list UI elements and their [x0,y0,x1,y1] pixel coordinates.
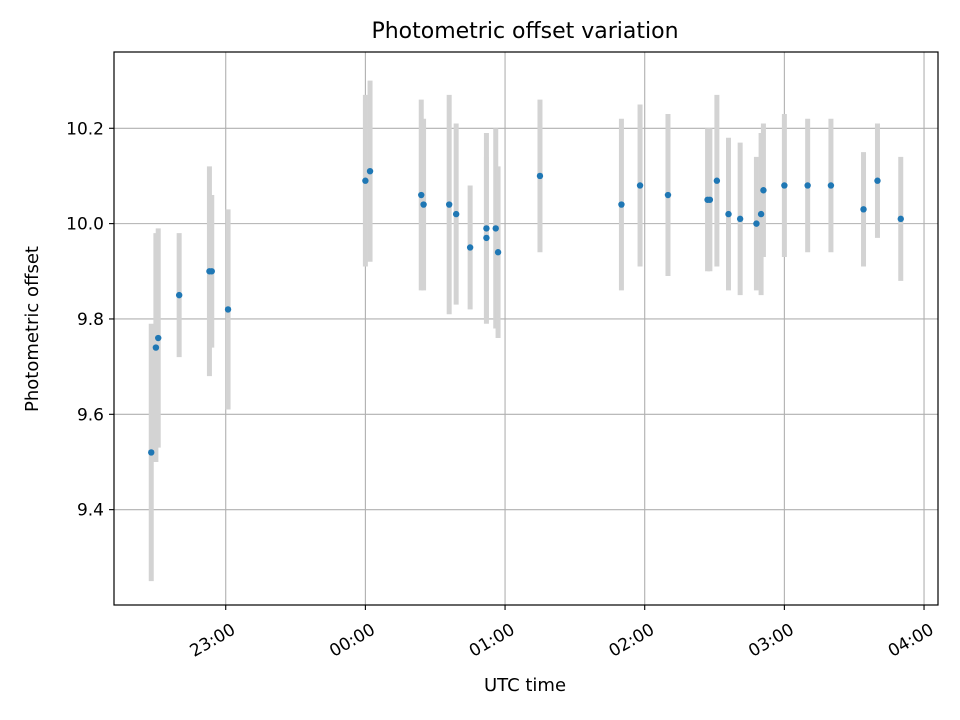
chart-title: Photometric offset variation [371,19,678,44]
data-point [445,201,453,208]
data-point [636,182,644,189]
x-axis-label: UTC time [484,675,566,696]
data-point [362,177,369,184]
data-point [224,306,232,313]
y-axis-label: Photometric offset [22,246,43,412]
data-point [492,225,499,232]
data-point [827,182,835,189]
data-point [804,182,811,189]
data-point [874,177,881,184]
data-point [452,210,460,218]
data-point [483,225,490,232]
data-point [860,206,867,213]
y-axis-ticks: 9.4 9.6 9.8 10.0 10.2 [66,119,114,521]
data-point [155,334,162,342]
y-tick-label: 9.8 [77,310,104,330]
data-point [366,167,374,175]
data-points [148,167,904,456]
plot-frame [113,51,939,606]
y-tick-label: 9.4 [77,501,104,521]
data-point [466,244,474,251]
data-point [483,234,490,242]
y-tick-label: 10.0 [66,215,104,235]
data-point [760,187,767,194]
y-tick-label: 10.2 [66,119,104,139]
data-point [148,449,155,456]
data-point [208,268,215,275]
data-point [736,215,744,223]
data-point [713,177,721,184]
data-point [418,191,425,199]
data-point [706,196,714,203]
y-tick-label: 9.6 [77,405,104,425]
data-point [757,210,765,218]
data-point [494,249,502,256]
data-point [152,344,160,351]
data-point [536,172,544,180]
data-point [753,220,760,227]
data-point [175,291,183,299]
data-point [420,201,427,208]
data-point [618,201,625,208]
data-point [664,191,672,199]
data-point [781,182,788,189]
data-point [725,210,732,218]
data-point [897,215,904,223]
